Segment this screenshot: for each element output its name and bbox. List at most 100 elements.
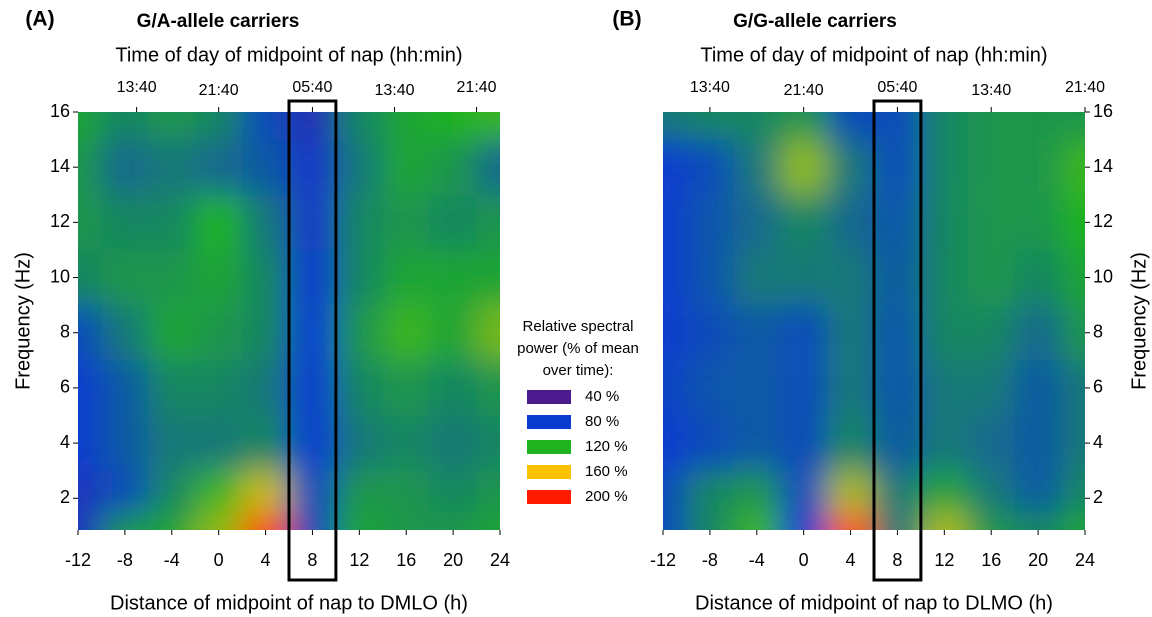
heatmap-cell [733, 139, 781, 195]
heatmap-cell [663, 360, 687, 416]
x-tick-label: 8 [892, 550, 902, 570]
heatmap-cell [780, 305, 828, 361]
heatmap-cell [429, 415, 477, 471]
top-tick-label: 13:40 [690, 79, 730, 96]
heatmap-cell [780, 194, 828, 250]
heatmap-cell [1061, 512, 1085, 530]
heatmap-cell [382, 249, 430, 306]
heatmap-cell [78, 470, 102, 513]
heatmap-cell [195, 305, 243, 361]
heatmap-cell [101, 360, 149, 416]
heatmap-cell [827, 360, 874, 416]
heatmap-cell [663, 470, 687, 513]
heatmap-cell [335, 249, 383, 306]
heatmap-cell [1061, 139, 1085, 195]
colorbar-label: 80 % [585, 413, 619, 430]
heatmap-cell [920, 360, 968, 416]
heatmap-cell [780, 249, 828, 306]
y-tick-label: 4 [60, 432, 70, 452]
heatmap-cell [195, 194, 243, 250]
heatmap-cell [663, 112, 687, 140]
top-axis-label: Time of day of midpoint of nap (hh:min) [115, 44, 462, 66]
x-tick-label: 0 [799, 550, 809, 570]
y-tick-label: 8 [1093, 321, 1103, 341]
heatmap-cell [242, 360, 289, 416]
x-tick-label: -4 [749, 550, 765, 570]
heatmap-cell [967, 470, 1015, 513]
heatmap-cell [733, 194, 781, 250]
heatmap-cell [195, 512, 243, 530]
colorbar-label: 200 % [585, 488, 628, 505]
heatmap-cell [1061, 360, 1085, 416]
x-tick-label: 20 [1028, 550, 1048, 570]
heatmap-cell [827, 249, 874, 306]
heatmap-cell [686, 470, 734, 513]
heatmap-cell [1061, 194, 1085, 250]
heatmap-cell [827, 305, 874, 361]
heatmap-cell [78, 360, 102, 416]
top-tick-label: 13:40 [374, 82, 414, 99]
heatmap-cell [335, 112, 383, 140]
heatmap-cell [429, 470, 477, 513]
heatmap-cell [195, 360, 243, 416]
heatmap-cell [148, 139, 196, 195]
heatmap-cell [195, 470, 243, 513]
panel-title: G/A-allele carriers [137, 11, 300, 32]
colorbar-swatch [527, 415, 571, 429]
heatmap-cell [967, 194, 1015, 250]
heatmap-cell [382, 415, 430, 471]
top-tick-label: 21:40 [784, 82, 824, 99]
heatmap-cell [1014, 249, 1062, 306]
heatmap-cell [686, 194, 734, 250]
highlight-box [872, 99, 923, 582]
heatmap-cell [874, 139, 921, 195]
heatmap-cell [827, 415, 874, 471]
heatmap-cell [476, 194, 500, 250]
heatmap-cell [335, 194, 383, 250]
heatmap-cell [733, 360, 781, 416]
heatmap-cell [382, 470, 430, 513]
colorbar-swatch [527, 465, 571, 479]
heatmap-cell [920, 194, 968, 250]
heatmap-cell [780, 112, 828, 140]
x-tick-label: 24 [490, 550, 510, 570]
heatmap-cell [242, 139, 289, 195]
heatmap-cell [1061, 415, 1085, 471]
heatmap-cell [101, 415, 149, 471]
heatmap-cell [967, 360, 1015, 416]
heatmap-cell [476, 470, 500, 513]
heatmap-cell [663, 249, 687, 306]
heatmap-cell [733, 249, 781, 306]
heatmap-cell [101, 194, 149, 250]
y-tick-label: 6 [60, 377, 70, 397]
colorbar-title: over time): [543, 362, 614, 379]
heatmap-cell [920, 249, 968, 306]
top-tick-label: 21:40 [457, 79, 497, 96]
colorbar-title: Relative spectral [523, 318, 634, 335]
heatmap-cell [335, 139, 383, 195]
heatmap-cell [289, 415, 336, 471]
heatmap-cell [874, 194, 921, 250]
x-tick-label: 24 [1075, 550, 1095, 570]
heatmap-cell [78, 139, 102, 195]
heatmap-cell [874, 112, 921, 140]
y-tick-label: 2 [1093, 487, 1103, 507]
x-tick-label: -4 [164, 550, 180, 570]
x-tick-label: 12 [349, 550, 369, 570]
heatmap-cell [827, 512, 874, 530]
heatmap-cell [148, 249, 196, 306]
heatmap-cell [663, 415, 687, 471]
heatmap-cell [686, 305, 734, 361]
heatmap-cell [335, 305, 383, 361]
heatmap-cell [476, 305, 500, 361]
heatmap-cell [874, 415, 921, 471]
y-tick-label: 12 [1093, 211, 1113, 231]
x-tick-label: 20 [443, 550, 463, 570]
x-tick-label: -8 [117, 550, 133, 570]
heatmap-cell [78, 112, 102, 140]
heatmap-cell [874, 512, 921, 530]
heatmap-cell [967, 415, 1015, 471]
heatmap-cell [78, 305, 102, 361]
heatmap-cell [1014, 194, 1062, 250]
x-tick-label: -8 [702, 550, 718, 570]
